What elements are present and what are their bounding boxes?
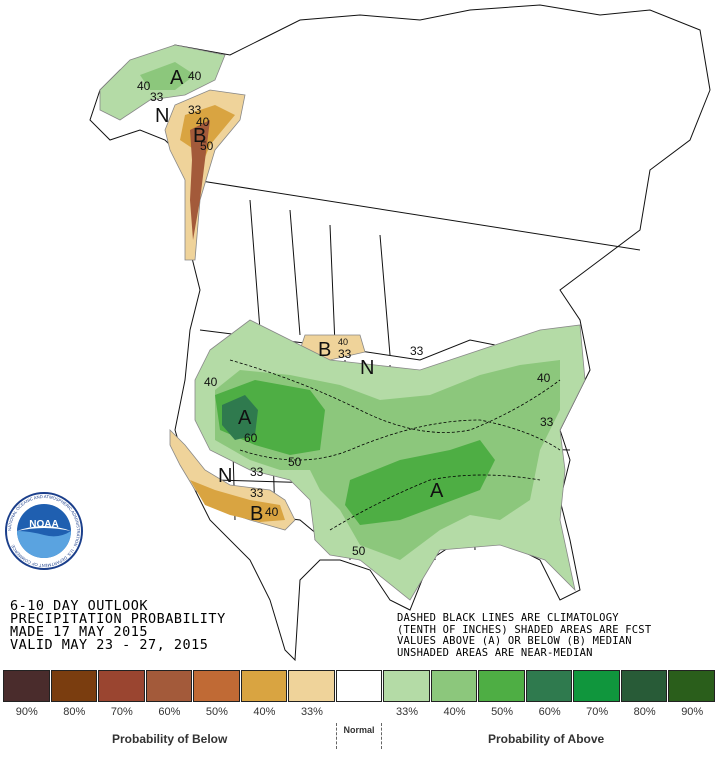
note-line-2: (TENTH OF INCHES) SHADED AREAS ARE FCST bbox=[397, 623, 652, 636]
southwest-below-area bbox=[169, 429, 296, 531]
legend-label: 33% bbox=[396, 706, 419, 718]
legend-label: 60% bbox=[158, 706, 181, 718]
legend-label: 80% bbox=[63, 706, 86, 718]
legend-label: 90% bbox=[15, 706, 38, 718]
climatology-lines bbox=[229, 359, 561, 531]
legend-swatch bbox=[98, 670, 145, 702]
legend-swatch bbox=[668, 670, 715, 702]
legend-swatch bbox=[288, 670, 335, 702]
legend-label: 50% bbox=[491, 706, 514, 718]
legend-swatch bbox=[620, 670, 668, 702]
east-40-label: 40 bbox=[537, 371, 551, 385]
legend-swatch bbox=[50, 670, 98, 702]
legend-swatch bbox=[383, 670, 430, 702]
canada-N-label: N bbox=[360, 357, 374, 379]
title-line-1: 6-10 DAY OUTLOOK bbox=[10, 598, 149, 614]
legend-label: 60% bbox=[538, 706, 561, 718]
alaska-40b-label: 40 bbox=[188, 69, 202, 83]
legend-swatch bbox=[573, 670, 620, 702]
title-line-2: PRECIPITATION PROBABILITY bbox=[10, 611, 226, 627]
us-above-area bbox=[194, 319, 586, 601]
legend-label: 70% bbox=[110, 706, 133, 718]
alaska-33-label: 33 bbox=[150, 90, 164, 104]
canada-33-label: 33 bbox=[338, 347, 352, 361]
above-caption: Probability of Above bbox=[488, 732, 605, 746]
legend-swatch bbox=[335, 670, 383, 702]
noaa-logo: NOAA NATIONAL OCEANIC AND ATMOSPHERIC AD… bbox=[5, 492, 83, 570]
legend-label: 50% bbox=[205, 706, 228, 718]
sw-33b-label: 33 bbox=[250, 486, 264, 500]
sw-33a-label: 33 bbox=[250, 465, 264, 479]
outlook-map: A 40 40 33 N B 33 40 50 B 33 40 N A 40 6… bbox=[89, 4, 711, 662]
alaska-50-label: 50 bbox=[200, 139, 214, 153]
canada-B-label: B bbox=[318, 339, 331, 361]
legend-swatch bbox=[145, 670, 193, 702]
legend-swatch bbox=[3, 670, 50, 702]
alaska-40c-label: 40 bbox=[196, 115, 210, 129]
legend-swatch bbox=[430, 670, 478, 702]
noaa-logo-text: NOAA bbox=[29, 519, 58, 530]
sw-B-label: B bbox=[250, 503, 263, 525]
legend-label: 80% bbox=[633, 706, 656, 718]
probability-legend-bar bbox=[3, 670, 716, 702]
probability-legend-labels: 90% 80% 70% 60% 50% 40% 33% 33% 40% 50% 60% 70% 80% 9… bbox=[3, 706, 716, 718]
alaska-N-label: N bbox=[155, 105, 169, 127]
west-50-label: 50 bbox=[288, 455, 302, 469]
central-A-label: A bbox=[430, 480, 444, 502]
west-A-label: A bbox=[238, 407, 252, 429]
note-line-4: UNSHADED AREAS ARE NEAR-MEDIAN bbox=[397, 646, 593, 659]
legend-swatch bbox=[240, 670, 288, 702]
legend-label bbox=[336, 706, 384, 718]
legend-label: 40% bbox=[443, 706, 466, 718]
west-60-label: 60 bbox=[244, 431, 258, 445]
west-40-label: 40 bbox=[204, 375, 218, 389]
alaska-B-label: B bbox=[193, 125, 206, 147]
normal-caption: Normal bbox=[336, 723, 382, 749]
legend-swatch bbox=[193, 670, 240, 702]
east-33b-label: 33 bbox=[540, 415, 554, 429]
east-33-label: 33 bbox=[410, 344, 424, 358]
outlook-title-block: 6-10 DAY OUTLOOK PRECIPITATION PROBABILI… bbox=[10, 598, 226, 653]
sw-40-label: 40 bbox=[265, 505, 279, 519]
note-line-1: DASHED BLACK LINES ARE CLIMATOLOGY bbox=[397, 612, 619, 624]
alaska-A-label: A bbox=[170, 67, 184, 89]
legend-swatch bbox=[478, 670, 525, 702]
legend-notes: DASHED BLACK LINES ARE CLIMATOLOGY (TENT… bbox=[397, 612, 652, 659]
legend-swatch bbox=[525, 670, 573, 702]
title-line-3: MADE 17 MAY 2015 bbox=[10, 624, 149, 640]
legend-label: 40% bbox=[253, 706, 276, 718]
legend-label: 70% bbox=[586, 706, 609, 718]
note-line-3: VALUES ABOVE (A) OR BELOW (B) MEDIAN bbox=[397, 635, 632, 647]
below-caption: Probability of Below bbox=[112, 732, 228, 746]
sw-N-label: N bbox=[218, 465, 232, 487]
alaska-shading bbox=[99, 44, 246, 261]
alaska-33b-label: 33 bbox=[188, 103, 202, 117]
title-line-4: VALID MAY 23 - 27, 2015 bbox=[10, 637, 209, 653]
legend-label: 33% bbox=[300, 706, 323, 718]
central-50-label: 50 bbox=[352, 544, 366, 558]
alaska-40a-label: 40 bbox=[137, 79, 151, 93]
legend-label: 90% bbox=[681, 706, 704, 718]
canada-40-label: 40 bbox=[338, 337, 348, 347]
